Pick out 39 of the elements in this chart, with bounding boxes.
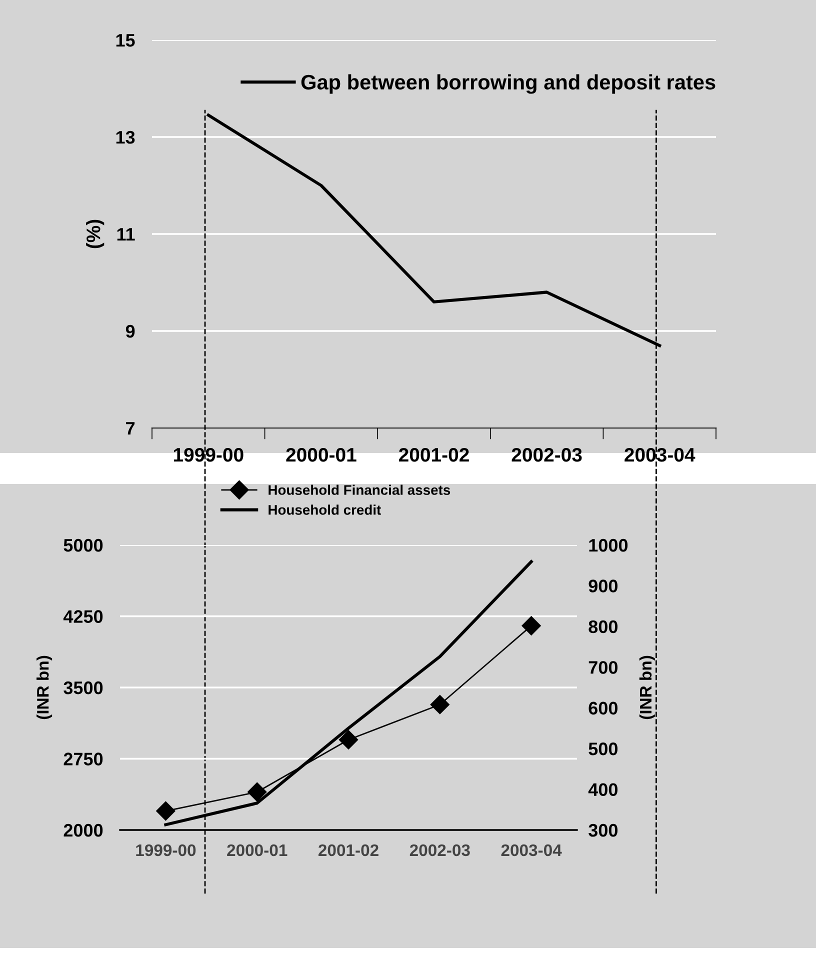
x-tick-label: 2003-04: [624, 448, 696, 462]
y-tick-label: 5000: [64, 538, 103, 552]
legend-label: Household credit: [268, 504, 381, 515]
y2-tick-label: 900: [588, 580, 618, 592]
x-tick-label: 2001-02: [399, 448, 469, 462]
x-tick-label: 2001-02: [318, 844, 378, 856]
legend-label: Gap between borrowing and deposit rates: [301, 74, 716, 94]
y2-tick-label: 300: [588, 824, 618, 837]
x-tick-label: 1999-00: [174, 448, 244, 462]
y-tick-label: 15: [116, 34, 135, 47]
legend-label: Household Financial assets: [268, 484, 450, 495]
y2-axis-title: (INR bn): [639, 656, 655, 720]
y-tick-label: 2000: [64, 824, 103, 837]
x-tick-label: 2000-01: [286, 448, 356, 462]
y-tick-label: 11: [117, 228, 135, 241]
y2-tick-label: 800: [588, 620, 618, 634]
point: [156, 801, 176, 821]
y2-tick-label: 500: [588, 742, 618, 756]
point: [338, 730, 358, 750]
y-tick-label: 7: [126, 422, 135, 435]
point: [430, 695, 450, 714]
y2-tick-label: 600: [588, 702, 618, 715]
x-tick-label: 2002-03: [410, 844, 470, 856]
y2-tick-label: 1000: [589, 538, 628, 552]
y2-tick-label: 700: [588, 661, 618, 674]
y-tick-label: 2750: [64, 752, 103, 766]
point: [522, 616, 541, 636]
y2-tick-label: 400: [588, 783, 618, 796]
y-tick-label: 9: [126, 324, 135, 338]
point: [248, 782, 267, 802]
x-tick-label: 2002-03: [512, 448, 582, 462]
y-tick-label: 3500: [64, 681, 103, 694]
y-axis-title: (INR bn): [36, 656, 52, 720]
x-tick-label: 1999-00: [136, 844, 196, 856]
y-tick-label: 13: [116, 130, 135, 144]
y-tick-label: 4250: [63, 610, 103, 623]
x-tick-label: 2003-04: [501, 844, 562, 856]
x-tick-label: 2000-01: [227, 844, 288, 856]
y-axis-title: (%): [86, 220, 104, 248]
